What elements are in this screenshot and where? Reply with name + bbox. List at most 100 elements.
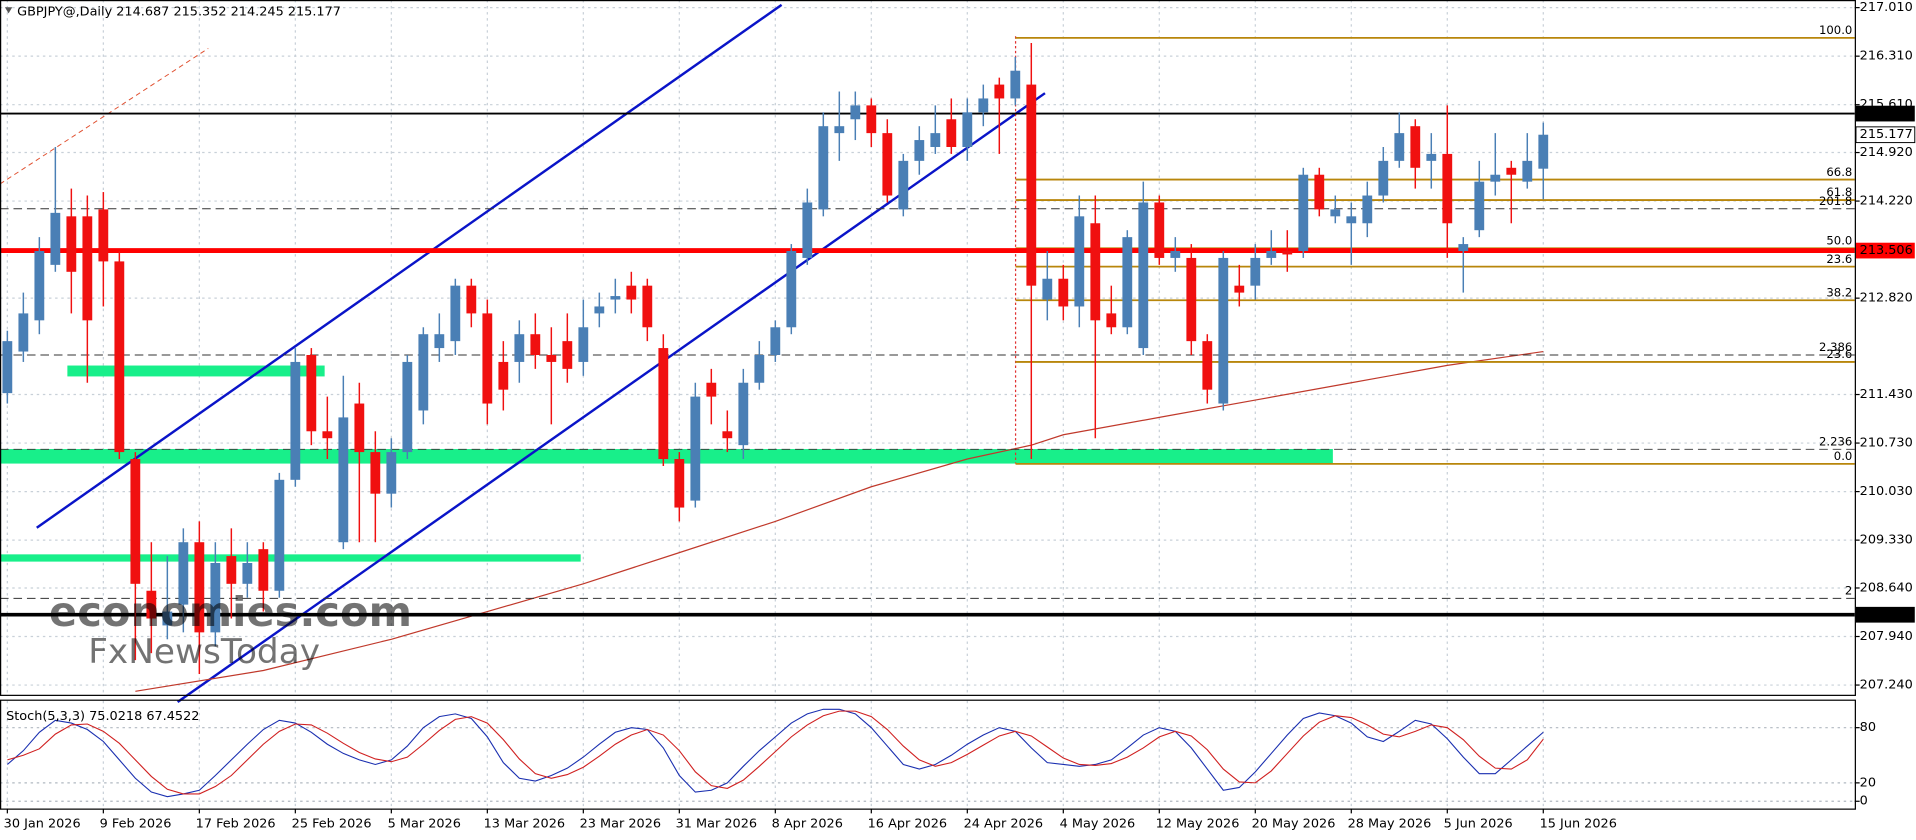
price-label: 215.482 [1860,106,1913,121]
y-tick-label: 214.920 [1860,145,1913,160]
candle-body [930,133,941,147]
candle-body [530,334,541,356]
candle-body [690,396,701,501]
x-tick-label: 30 Jan 2026 [4,817,81,832]
candle-body [386,452,397,494]
stoch-y-tick-label: 80 [1860,720,1876,735]
candle-body [850,105,861,120]
candle-body [994,84,1005,99]
candle-body [1234,285,1245,293]
candle-body [402,361,413,453]
candle-body [754,355,765,383]
x-tick-label: 24 Apr 2026 [964,817,1043,832]
candle-body [1458,244,1469,251]
candle-body [1266,250,1277,258]
y-tick-label: 217.010 [1860,0,1913,15]
watermark: economies.com [49,588,412,636]
support-zone [0,554,581,562]
candle-body [1074,216,1085,307]
dashed-level-label: 2.386 [1819,340,1852,354]
price-label: 213.506 [1860,243,1913,258]
y-tick-label: 214.220 [1860,194,1913,209]
candle-body [1154,202,1165,258]
candle-body [1218,257,1229,404]
y-tick-label: 207.940 [1860,629,1913,644]
candle-body [1090,223,1101,321]
x-tick-label: 8 Apr 2026 [772,817,843,832]
candle-body [1042,278,1053,300]
candle-body [642,285,653,328]
x-tick-label: 23 Mar 2026 [580,817,661,832]
y-tick-label: 211.430 [1860,387,1913,402]
dashed-level-label: 201.8 [1819,194,1852,208]
candle-body [1378,160,1389,196]
y-tick-label: 208.640 [1860,581,1913,596]
candle-body [178,542,189,605]
candle-body [66,216,77,272]
watermark: FxNewsToday [88,632,320,672]
channel-line [36,3,783,529]
candle-body [1138,202,1149,349]
candle-body [370,452,381,494]
fib-label: 100.0 [1819,23,1852,37]
price-label-box [1855,105,1915,122]
candle-body [1410,126,1421,168]
candle-body [610,296,621,300]
candle-body [34,250,45,321]
candle-body [18,313,29,352]
x-tick-label: 25 Feb 2026 [292,817,372,832]
candle-body [962,112,973,147]
candle-body [1170,250,1181,258]
candle-body [1026,84,1037,286]
price-label: 208.254 [1860,607,1913,622]
candle-body [1538,134,1549,169]
fib-label: 66.8 [1826,165,1852,179]
current-price-label: 215.177 [1860,127,1913,142]
stoch-title: Stoch(5,3,3) 75.0218 67.4522 [6,709,199,724]
candle-body [194,542,205,633]
candle-body [562,341,573,369]
y-tick-label: 209.330 [1860,533,1913,548]
fib-label: 50.0 [1826,234,1852,248]
axis-layer: 217.010216.310215.610214.920214.220212.8… [4,0,1916,832]
chart-title: GBPJPY@,Daily 214.687 215.352 214.245 21… [17,5,341,20]
candle-body [482,313,493,404]
candle-body [946,119,957,147]
stoch-y-tick-label: 20 [1860,775,1876,790]
candle-body [466,285,477,314]
trend-line [0,48,209,185]
candle-body [98,209,109,262]
candle-body [1490,174,1501,182]
x-tick-label: 17 Feb 2026 [196,817,276,832]
candle-body [978,98,989,113]
candle-body [914,140,925,161]
candle-body [1122,237,1133,328]
stoch-line [6,708,1544,798]
candles-layer [2,42,1549,674]
x-tick-label: 13 Mar 2026 [484,817,565,832]
candle-body [1298,174,1309,251]
y-tick-label: 207.240 [1860,678,1913,693]
stoch-y-tick-label: 0 [1860,794,1868,809]
x-tick-label: 15 Jun 2026 [1540,817,1617,832]
main-panel-border [0,0,1856,696]
x-tick-label: 4 May 2026 [1060,817,1136,832]
y-tick-label: 210.030 [1860,484,1913,499]
candle-body [1202,341,1213,390]
y-tick-label: 212.820 [1860,291,1913,306]
candle-body [82,216,93,321]
x-tick-label: 5 Jun 2026 [1444,817,1513,832]
candle-body [450,285,461,342]
fib-label: 38.2 [1826,286,1852,300]
candle-body [594,306,605,314]
candle-body [1346,216,1357,224]
candle-body [770,327,781,356]
candle-body [1362,195,1373,224]
candle-body [658,348,669,460]
candle-body [258,549,269,591]
x-tick-label: 31 Mar 2026 [676,817,757,832]
candle-body [498,361,509,390]
candle-body [306,355,317,432]
candle-body [290,361,301,480]
